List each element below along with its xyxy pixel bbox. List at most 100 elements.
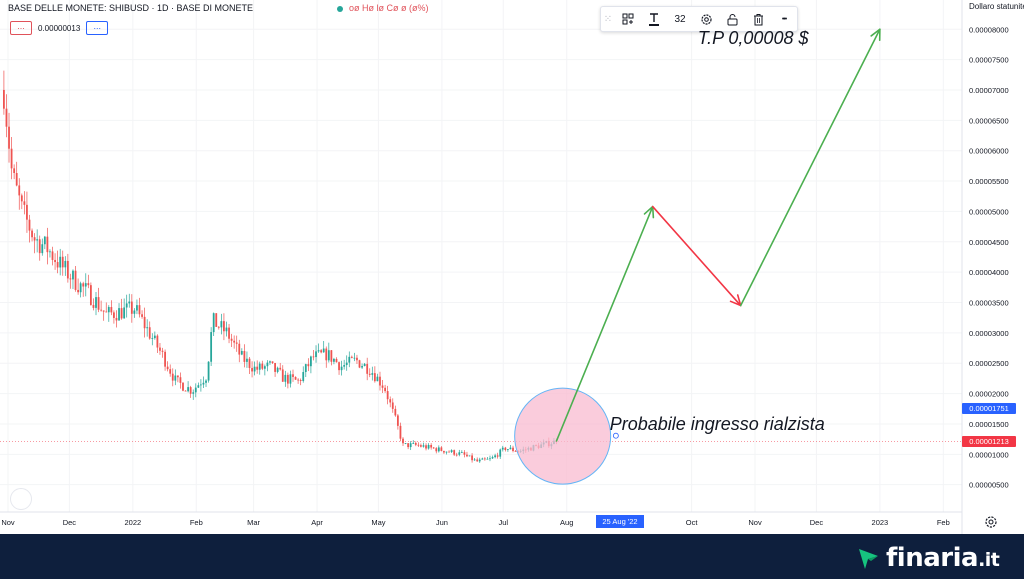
candle	[248, 356, 251, 374]
candle	[156, 334, 159, 354]
candle	[8, 112, 10, 163]
candle	[246, 351, 248, 368]
indicator-row: ... 0.00000013 ...	[10, 21, 109, 35]
candle	[56, 250, 59, 274]
candle	[179, 372, 182, 389]
candle	[386, 385, 389, 405]
crosshair-date-tag: 25 Aug '22	[596, 515, 644, 528]
candle	[92, 298, 95, 311]
price-chart[interactable]: 0.00000500 0.00001000 0.00001500 0.00002000…	[0, 0, 1024, 534]
lock-icon[interactable]	[719, 7, 745, 31]
candle	[146, 319, 149, 337]
x-tick-label: Jun	[436, 518, 448, 527]
candle	[271, 361, 274, 364]
y-tick-label: 0.00006000	[969, 147, 1009, 156]
candle	[243, 344, 246, 368]
candle	[330, 349, 333, 366]
candle	[320, 349, 323, 354]
text-color-icon[interactable]	[641, 7, 667, 31]
candle	[455, 452, 458, 457]
projection-arrow-down[interactable]	[651, 205, 742, 307]
candle	[409, 441, 412, 451]
entry-annotation[interactable]: Probabile ingresso rialzista	[609, 413, 825, 434]
candle	[491, 455, 494, 459]
candle	[235, 335, 238, 352]
candle	[153, 331, 156, 340]
candle	[443, 450, 445, 454]
candle	[350, 355, 353, 359]
ohlc-values: oø Hø lø Cø ø (ø%)	[349, 3, 429, 13]
candle	[133, 308, 136, 318]
candle	[512, 445, 514, 453]
trash-icon[interactable]	[745, 7, 771, 31]
candle	[230, 333, 233, 347]
candle	[299, 378, 302, 386]
candle	[84, 273, 87, 297]
candle	[427, 443, 430, 450]
candle	[233, 335, 236, 349]
candle	[358, 359, 361, 369]
candle	[110, 300, 113, 316]
candle	[199, 379, 202, 392]
candle	[77, 278, 79, 295]
candle	[460, 450, 463, 454]
candle	[304, 363, 307, 378]
candle	[348, 351, 351, 368]
cursor-dot	[612, 432, 619, 439]
candle	[31, 228, 33, 242]
symbol-title[interactable]: BASE DELLE MONETE: SHIBUSD · 1D · BASE D…	[8, 3, 254, 13]
finaria-logo[interactable]: finaria.it	[856, 543, 1000, 573]
candle	[489, 455, 491, 462]
x-tick-label: Feb	[937, 518, 950, 527]
projection-arrow-target[interactable]	[739, 28, 881, 307]
candle	[87, 274, 90, 289]
candle	[97, 287, 100, 313]
drag-handle-icon[interactable]: ⁙	[603, 13, 613, 25]
replay-icon[interactable]	[10, 488, 32, 510]
candle	[189, 385, 192, 398]
candle	[43, 235, 46, 250]
candle	[266, 360, 269, 372]
candle	[458, 449, 461, 457]
candle	[333, 357, 335, 365]
chart-settings-icon[interactable]	[984, 515, 998, 529]
y-tick-label: 0.00003000	[969, 329, 1009, 338]
candle	[335, 357, 338, 363]
candle	[376, 373, 379, 382]
candle	[95, 291, 97, 316]
candle	[396, 414, 399, 430]
candle	[46, 227, 49, 265]
x-tick-label: Nov	[1, 518, 15, 527]
candle	[212, 312, 215, 337]
indicator-chip-blue[interactable]: ...	[86, 21, 109, 35]
candle	[494, 453, 497, 459]
candle	[113, 310, 115, 324]
more-options-icon[interactable]: •••	[781, 15, 787, 23]
take-profit-annotation[interactable]: T.P 0,00008 $	[697, 27, 809, 48]
drawing-toolbar: ⁙ 32 •••	[600, 6, 798, 32]
candle	[478, 457, 481, 463]
candle	[258, 361, 261, 375]
template-icon[interactable]	[615, 7, 641, 31]
candle	[276, 366, 279, 374]
candle	[425, 443, 427, 451]
settings-gear-icon[interactable]	[693, 7, 719, 31]
x-tick-label: Oct	[686, 518, 699, 527]
candle	[74, 265, 77, 292]
indicator-chip-red[interactable]: ...	[10, 21, 32, 35]
y-tick-label: 0.00001500	[969, 420, 1009, 429]
candle	[194, 383, 197, 398]
entry-highlight-circle	[514, 387, 612, 485]
candle	[202, 376, 205, 388]
x-tick-label: Nov	[748, 518, 762, 527]
candle	[18, 178, 21, 210]
candle	[499, 448, 502, 459]
font-size-button[interactable]: 32	[674, 13, 686, 25]
candle	[164, 349, 166, 371]
candle	[240, 348, 243, 356]
x-tick-label: 2022	[125, 518, 142, 527]
candle	[468, 455, 471, 457]
candle	[69, 273, 72, 289]
candle	[417, 442, 420, 447]
x-tick-label: Apr	[311, 518, 323, 527]
